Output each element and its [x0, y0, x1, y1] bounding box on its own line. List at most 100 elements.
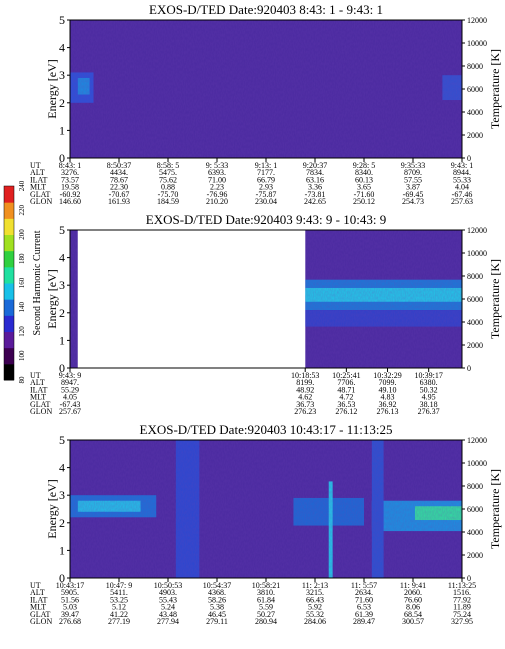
table-cell: 276.13 — [377, 407, 399, 416]
y-tick-label: 0 — [59, 151, 65, 165]
table-cell: 242.65 — [304, 197, 326, 206]
colorbar-tick-label: 160 — [18, 277, 26, 288]
table-cell: -60.92 — [60, 190, 81, 199]
y2-tick-label: 12000 — [467, 16, 487, 25]
y2-tick-label: 8000 — [467, 482, 483, 491]
spectrogram-panel-2: EXOS-D/TED Date:920403 9:43: 9 - 10:43: … — [30, 212, 502, 416]
table-cell: 9:13: 1 — [255, 161, 277, 170]
table-cell: 73.57 — [61, 175, 79, 184]
y-tick-label: 1 — [59, 333, 65, 347]
table-cell: 277.94 — [157, 617, 179, 626]
colorbar-segment — [4, 218, 14, 235]
y2-tick-label: 0 — [467, 364, 471, 373]
table-cell: 146.60 — [59, 197, 81, 206]
table-cell: 5.24 — [161, 603, 175, 612]
y2-tick-label: 10000 — [467, 39, 487, 48]
colorbar-tick-label: 220 — [18, 205, 26, 216]
table-cell: 36.53 — [337, 400, 355, 409]
table-cell: 5.59 — [259, 603, 273, 612]
colorbar-frame — [3, 185, 15, 381]
y-tick-label: 3 — [59, 278, 65, 292]
table-cell: -70.67 — [109, 190, 130, 199]
y2-tick-label: 12000 — [467, 436, 487, 445]
table-cell: 46.45 — [208, 610, 226, 619]
table-cell: 4.62 — [298, 393, 312, 402]
table-cell: 2634. — [355, 588, 373, 597]
table-row-label: ALT — [30, 168, 45, 177]
table-cell: 55.43 — [159, 595, 177, 604]
colorbar-segment — [4, 315, 14, 332]
table-cell: 6380. — [420, 378, 438, 387]
table-cell: 10:43:17 — [56, 581, 84, 590]
colorbar-segment — [4, 347, 14, 365]
table-cell: 257.63 — [451, 197, 473, 206]
colorbar-segment — [4, 331, 14, 349]
y-tick-label: 3 — [59, 488, 65, 502]
table-cell: 10:47: 9 — [106, 581, 132, 590]
colorbar-segment — [4, 202, 14, 219]
table-cell: 184.59 — [157, 197, 179, 206]
y2-axis-label: Temperature [K] — [488, 49, 502, 129]
table-cell: 71.00 — [208, 175, 226, 184]
table-row-label: MLT — [30, 603, 46, 612]
y-tick-label: 0 — [59, 571, 65, 585]
table-row-label: UT — [30, 161, 41, 170]
table-cell: 250.12 — [353, 197, 375, 206]
y-tick-label: 4 — [59, 461, 65, 475]
table-cell: 7706. — [337, 378, 355, 387]
table-cell: 277.19 — [108, 617, 130, 626]
table-cell: 11.89 — [453, 603, 471, 612]
colorbar-tick-label: 120 — [18, 326, 26, 337]
table-cell: 4.05 — [63, 393, 77, 402]
table-cell: 4368. — [208, 588, 226, 597]
table-cell: 4903. — [159, 588, 177, 597]
table-row-label: UT — [30, 371, 41, 380]
y2-tick-label: 0 — [467, 154, 471, 163]
y-tick-label: 2 — [59, 516, 65, 530]
table-cell: 3810. — [257, 588, 275, 597]
table-row-label: GLAT — [30, 400, 51, 409]
table-cell: 254.73 — [402, 197, 424, 206]
table-cell: 71.60 — [355, 595, 373, 604]
table-cell: 276.37 — [418, 407, 440, 416]
table-cell: 9:43: 1 — [451, 161, 473, 170]
table-cell: 9:35:33 — [401, 161, 425, 170]
y2-tick-label: 6000 — [467, 85, 483, 94]
table-cell: 9:20:37 — [303, 161, 327, 170]
table-cell: 8:43: 1 — [59, 161, 81, 170]
table-cell: -75.70 — [158, 190, 179, 199]
table-cell: 8340. — [355, 168, 373, 177]
y-tick-label: 1 — [59, 543, 65, 557]
y-axis-label: Energy [eV] — [45, 59, 59, 118]
table-cell: 8199. — [296, 378, 314, 387]
y-tick-label: 2 — [59, 306, 65, 320]
table-cell: 2.93 — [259, 183, 273, 192]
table-cell: 61.39 — [355, 610, 373, 619]
table-cell: 55.33 — [453, 175, 471, 184]
table-cell: 39.47 — [61, 610, 79, 619]
table-cell: 8709. — [404, 168, 422, 177]
table-cell: 4434. — [110, 168, 128, 177]
table-cell: 6.53 — [357, 603, 371, 612]
table-cell: 11: 9:41 — [400, 581, 426, 590]
table-cell: -76.96 — [207, 190, 228, 199]
table-cell: 10:58:21 — [252, 581, 280, 590]
table-cell: 66.43 — [306, 595, 324, 604]
table-cell: 9: 5:33 — [206, 161, 228, 170]
y-tick-label: 3 — [59, 68, 65, 82]
table-cell: -73.81 — [305, 190, 326, 199]
table-cell: 10:54:37 — [203, 581, 231, 590]
table-cell: 3215. — [306, 588, 324, 597]
y2-tick-label: 8000 — [467, 62, 483, 71]
y2-tick-label: 12000 — [467, 226, 487, 235]
table-cell: 7099. — [379, 378, 397, 387]
table-cell: 51.56 — [61, 595, 79, 604]
y2-tick-label: 4000 — [467, 318, 483, 327]
table-cell: -67.43 — [60, 400, 81, 409]
colorbar-segment — [4, 250, 14, 268]
table-cell: 50.27 — [257, 610, 275, 619]
table-cell: 50.32 — [420, 385, 438, 394]
table-cell: 48.92 — [296, 385, 314, 394]
colorbar-tick-label: 80 — [18, 376, 26, 384]
